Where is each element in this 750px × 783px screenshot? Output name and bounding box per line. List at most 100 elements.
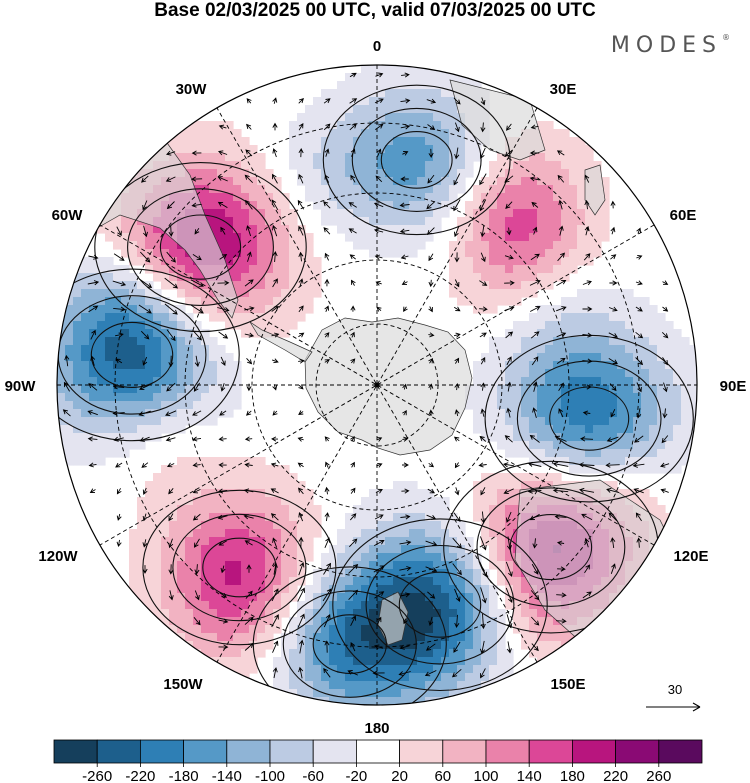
field-cell (417, 89, 426, 98)
field-cell (153, 585, 162, 594)
field-cell (265, 201, 274, 210)
field-cell (305, 593, 314, 602)
field-cell (457, 577, 466, 586)
field-cell (81, 425, 90, 434)
field-cell (385, 513, 394, 522)
field-cell (145, 481, 154, 490)
field-cell (313, 673, 322, 682)
field-cell (409, 129, 418, 138)
field-cell (281, 465, 290, 474)
field-cell (153, 473, 162, 482)
field-cell (337, 105, 346, 114)
field-cell (585, 145, 594, 154)
field-cell (281, 593, 290, 602)
field-cell (273, 225, 282, 234)
wind-arrow (271, 199, 279, 211)
field-cell (537, 473, 546, 482)
field-cell (465, 257, 474, 266)
wind-arrow (454, 382, 460, 391)
field-cell (489, 601, 498, 610)
field-cell (105, 225, 114, 234)
field-cell (193, 593, 202, 602)
field-cell (153, 513, 162, 522)
field-cell (617, 297, 626, 306)
field-cell (233, 401, 242, 410)
field-cell (489, 473, 498, 482)
wind-arrow (244, 279, 254, 287)
field-cell (529, 225, 538, 234)
field-cell (209, 361, 218, 370)
field-cell (89, 449, 98, 458)
field-cell (129, 257, 138, 266)
field-cell (105, 393, 114, 402)
wind-arrow (220, 356, 226, 366)
field-cell (177, 361, 186, 370)
field-cell (681, 337, 690, 346)
field-cell (665, 465, 674, 474)
field-cell (57, 457, 66, 466)
wind-arrow (610, 409, 616, 418)
field-cell (569, 321, 578, 330)
wind-arrow (584, 225, 590, 236)
wind-arrow (168, 538, 174, 549)
field-cell (81, 449, 90, 458)
field-cell (593, 425, 602, 434)
field-cell (497, 241, 506, 250)
field-cell (345, 233, 354, 242)
field-cell (297, 233, 306, 242)
field-cell (289, 137, 298, 146)
field-cell (489, 393, 498, 402)
wind-arrow (660, 488, 669, 494)
wind-arrow (428, 279, 434, 288)
field-cell (537, 633, 546, 642)
field-cell (353, 625, 362, 634)
field-cell (313, 129, 322, 138)
field-cell (305, 673, 314, 682)
wind-arrow (402, 436, 409, 442)
field-cell (89, 289, 98, 298)
field-cell (521, 281, 530, 290)
field-cell (161, 393, 170, 402)
field-cell (553, 649, 562, 658)
field-cell (601, 345, 610, 354)
field-cell (385, 169, 394, 178)
wind-arrow (635, 357, 644, 366)
field-cell (473, 305, 482, 314)
field-cell (217, 401, 226, 410)
field-cell (201, 537, 210, 546)
field-cell (513, 241, 522, 250)
field-cell (473, 361, 482, 370)
field-cell (169, 385, 178, 394)
field-cell (441, 585, 450, 594)
field-cell (561, 433, 570, 442)
field-cell (553, 233, 562, 242)
field-cell (201, 569, 210, 578)
field-cell (113, 441, 122, 450)
field-cell (633, 313, 642, 322)
wind-arrow (323, 201, 331, 209)
field-cell (289, 617, 298, 626)
field-cell (401, 153, 410, 162)
field-cell (377, 577, 386, 586)
field-cell (369, 217, 378, 226)
field-cell (137, 233, 146, 242)
field-cell (217, 641, 226, 650)
field-cell (513, 321, 522, 330)
field-cell (561, 369, 570, 378)
field-cell (257, 561, 266, 570)
wind-arrow (192, 513, 201, 521)
field-cell (489, 433, 498, 442)
field-cell (241, 185, 250, 194)
field-cell (497, 345, 506, 354)
field-cell (329, 201, 338, 210)
field-cell (81, 321, 90, 330)
field-cell (593, 249, 602, 258)
field-cell (249, 537, 258, 546)
field-cell (81, 289, 90, 298)
field-cell (361, 137, 370, 146)
wind-arrow (480, 511, 486, 524)
wind-arrow (324, 512, 330, 522)
field-cell (193, 481, 202, 490)
meridian-60e-120w (99, 224, 655, 546)
field-cell (369, 185, 378, 194)
